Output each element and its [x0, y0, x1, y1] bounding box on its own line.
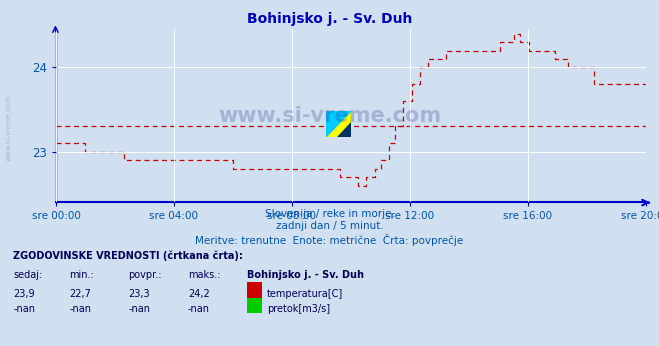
Text: temperatura[C]: temperatura[C] [267, 289, 343, 299]
Text: maks.:: maks.: [188, 270, 220, 280]
Text: Bohinjsko j. - Sv. Duh: Bohinjsko j. - Sv. Duh [247, 270, 364, 280]
Polygon shape [326, 111, 351, 137]
Text: povpr.:: povpr.: [129, 270, 162, 280]
Text: -nan: -nan [188, 304, 210, 315]
Text: 22,7: 22,7 [69, 289, 91, 299]
Text: Slovenija / reke in morje.: Slovenija / reke in morje. [264, 209, 395, 219]
Text: Meritve: trenutne  Enote: metrične  Črta: povprečje: Meritve: trenutne Enote: metrične Črta: … [195, 234, 464, 246]
Text: -nan: -nan [69, 304, 91, 315]
Text: 23,3: 23,3 [129, 289, 150, 299]
Text: -nan: -nan [13, 304, 35, 315]
Text: www.si-vreme.com: www.si-vreme.com [5, 95, 12, 161]
Text: -nan: -nan [129, 304, 150, 315]
Text: www.si-vreme.com: www.si-vreme.com [218, 106, 441, 126]
Polygon shape [337, 122, 351, 137]
Text: 24,2: 24,2 [188, 289, 210, 299]
Text: 23,9: 23,9 [13, 289, 35, 299]
Text: ZGODOVINSKE VREDNOSTI (črtkana črta):: ZGODOVINSKE VREDNOSTI (črtkana črta): [13, 251, 243, 261]
Text: pretok[m3/s]: pretok[m3/s] [267, 304, 330, 315]
Text: sedaj:: sedaj: [13, 270, 42, 280]
Text: min.:: min.: [69, 270, 94, 280]
Polygon shape [326, 111, 351, 137]
Text: zadnji dan / 5 minut.: zadnji dan / 5 minut. [275, 221, 384, 231]
Text: Bohinjsko j. - Sv. Duh: Bohinjsko j. - Sv. Duh [247, 12, 412, 26]
